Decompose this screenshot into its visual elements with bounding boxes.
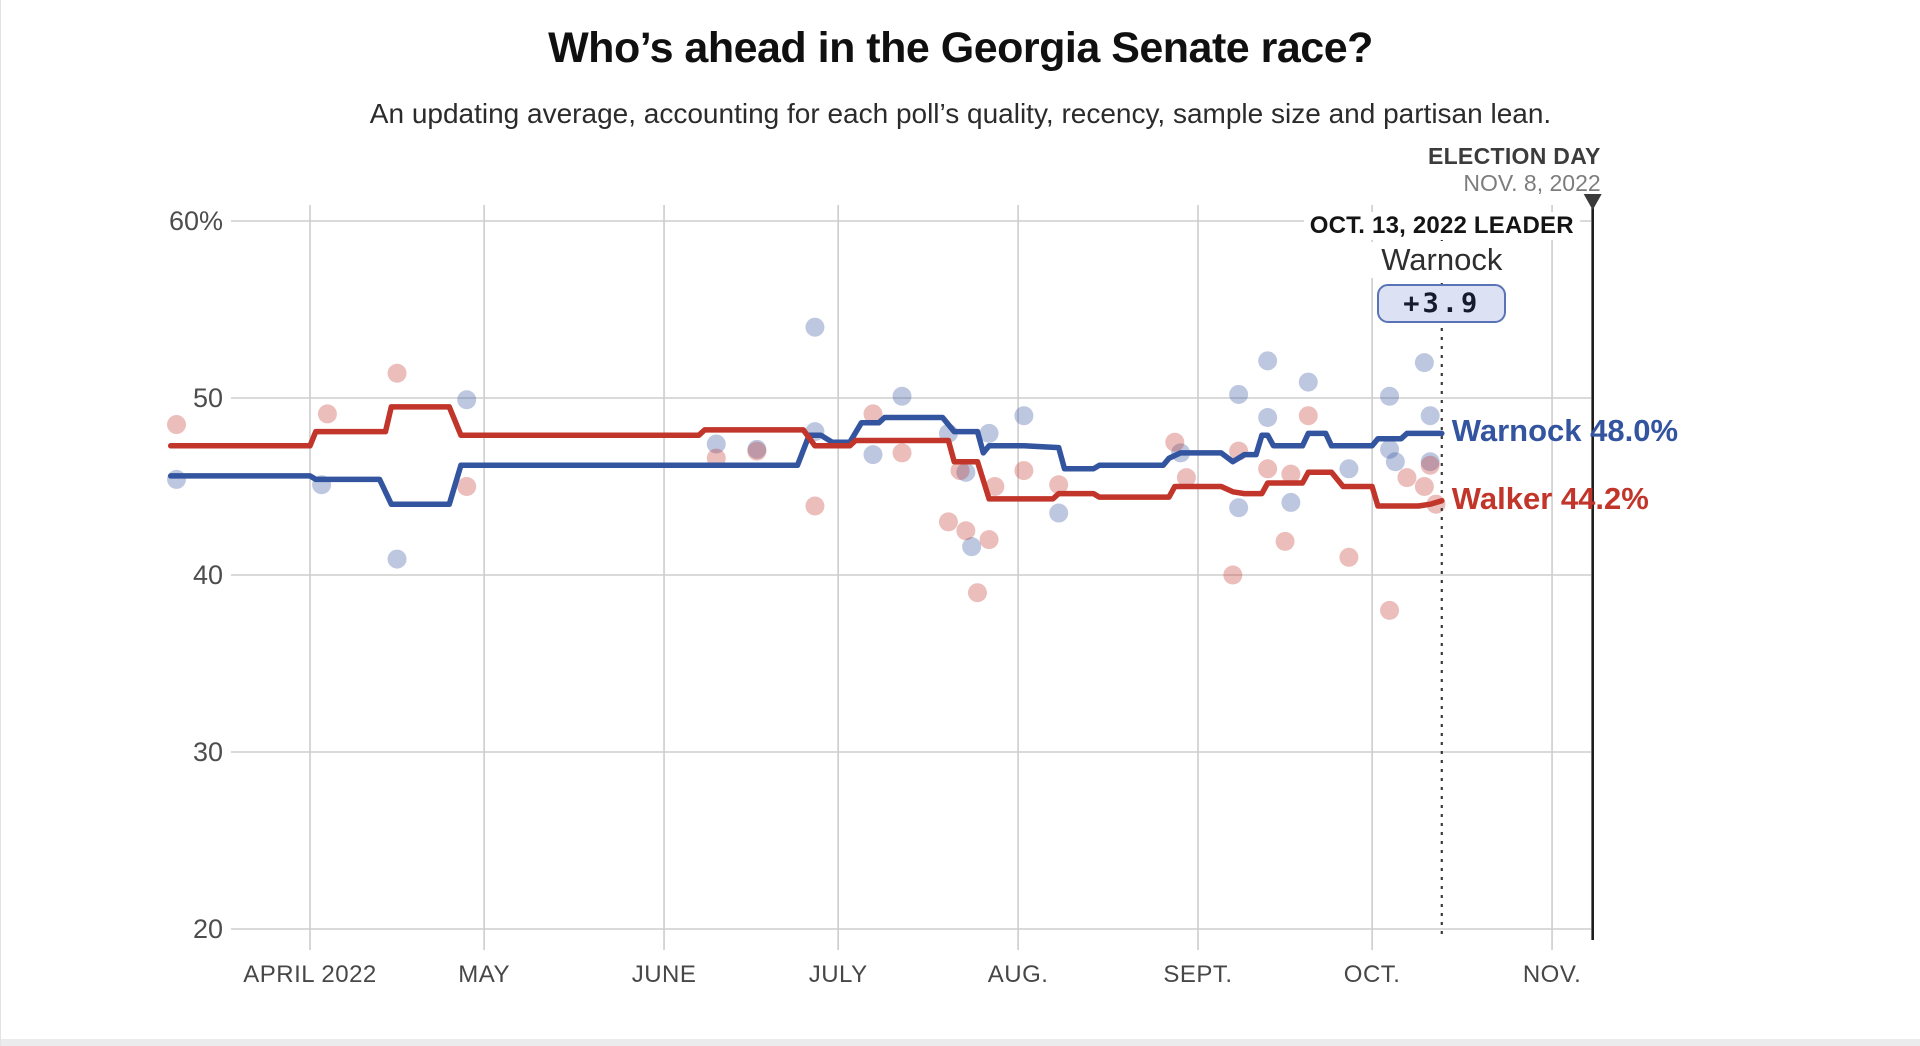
poll-dot-walker — [317, 404, 337, 424]
poll-dot-walker — [892, 443, 912, 463]
poll-dot-walker — [1258, 459, 1278, 479]
page-subtitle: An updating average, accounting for each… — [369, 98, 1552, 129]
poll-dot-walker — [863, 404, 883, 424]
y-axis-tick-label: 30 — [193, 737, 223, 767]
poll-dot-walker — [956, 521, 976, 541]
poll-dot-warnock — [1339, 459, 1359, 479]
poll-dot-warnock — [1298, 372, 1318, 392]
poll-dot-warnock — [1380, 386, 1400, 406]
warnock-line-label: Warnock 48.0% — [1451, 413, 1679, 449]
poll-dot-walker — [938, 512, 958, 532]
poll-dot-warnock — [1014, 406, 1034, 426]
leader-margin-badge: +3.9 — [1377, 284, 1507, 323]
x-axis-tick-label: APRIL 2022 — [243, 961, 377, 988]
page-title: Who’s ahead in the Georgia Senate race? — [548, 24, 1373, 72]
y-axis-tick-label: 20 — [193, 914, 223, 944]
poll-dot-warnock — [1385, 452, 1405, 472]
poll-dot-warnock — [962, 537, 982, 557]
poll-dot-warnock — [457, 390, 477, 410]
poll-dot-warnock — [1258, 407, 1278, 427]
poll-dot-walker — [1049, 475, 1069, 495]
election-day-date: NOV. 8, 2022 — [1463, 170, 1601, 197]
poll-dot-warnock — [1414, 353, 1434, 373]
leader-annotation: OCT. 13, 2022 LEADER Warnock +3.9 — [1257, 212, 1627, 323]
poll-dot-warnock — [979, 423, 999, 443]
poll-dot-warnock — [1258, 351, 1278, 371]
x-axis-tick-label: OCT. — [1344, 961, 1401, 988]
poll-dot-walker — [1397, 468, 1417, 488]
poll-dot-warnock — [956, 462, 976, 482]
poll-dot-warnock — [167, 469, 187, 489]
poll-dot-walker — [1339, 547, 1359, 567]
poll-dot-walker — [167, 415, 187, 435]
y-axis-tick-label: 40 — [193, 560, 223, 590]
walker-line-label: Walker 44.2% — [1451, 480, 1649, 516]
poll-dot-walker — [1165, 432, 1185, 452]
poll-dot-walker — [950, 461, 970, 481]
poll-dot-walker — [1281, 464, 1301, 484]
poll-dot-warnock — [805, 317, 825, 337]
poll-dot-warnock — [1281, 492, 1301, 512]
poll-dot-walker — [1380, 600, 1400, 620]
trend-line-walker — [167, 404, 1445, 509]
poll-dot-walker — [985, 477, 1005, 496]
poll-dot-walker — [1275, 531, 1295, 551]
poll-dot-walker — [387, 363, 407, 383]
trend-line-warnock — [167, 414, 1445, 507]
poll-dot-walker — [979, 530, 999, 550]
poll-dot-warnock — [1420, 452, 1440, 472]
poll-dot-walker — [805, 496, 825, 516]
poll-dot-warnock — [1229, 384, 1249, 404]
leader-label: OCT. 13, 2022 LEADER — [1303, 212, 1580, 240]
poll-dot-walker — [457, 477, 477, 496]
poll-dot-warnock — [1229, 498, 1249, 518]
x-axis-tick-label: JULY — [809, 961, 868, 988]
x-axis-tick-label: AUG. — [988, 961, 1049, 988]
election-day-annotation: ELECTION DAY NOV. 8, 2022 — [1301, 143, 1601, 197]
poll-dot-walker — [1298, 406, 1318, 426]
poll-dot-walker — [1014, 461, 1034, 481]
y-axis-tick-label: 50 — [193, 383, 223, 413]
x-axis-tick-label: MAY — [458, 961, 510, 988]
poll-dot-walker — [1420, 455, 1440, 475]
poll-dot-warnock — [1420, 406, 1440, 426]
poll-dot-warnock — [387, 549, 407, 569]
poll-dot-warnock — [1380, 439, 1400, 459]
y-axis-tick-label: 60% — [169, 206, 223, 236]
election-day-label: ELECTION DAY — [1427, 143, 1601, 169]
poll-dot-warnock — [1049, 503, 1069, 523]
poll-dot-warnock — [706, 434, 726, 454]
x-axis-tick-label: JUNE — [632, 961, 697, 988]
window-bottom-edge — [1, 1039, 1920, 1046]
election-day-marker-icon — [1583, 194, 1602, 210]
poll-dot-walker — [747, 441, 767, 461]
poll-dot-walker — [967, 583, 987, 603]
poll-dot-walker — [1223, 565, 1243, 585]
poll-dot-walker — [1414, 477, 1434, 496]
poll-dot-walker — [1176, 468, 1196, 488]
leader-name: Warnock — [1371, 242, 1513, 278]
poll-dot-warnock — [892, 386, 912, 406]
x-axis-tick-label: NOV. — [1523, 961, 1581, 988]
x-axis-tick-label: SEPT. — [1163, 961, 1232, 988]
poll-dot-warnock — [747, 439, 767, 459]
poll-dot-warnock — [863, 445, 883, 465]
